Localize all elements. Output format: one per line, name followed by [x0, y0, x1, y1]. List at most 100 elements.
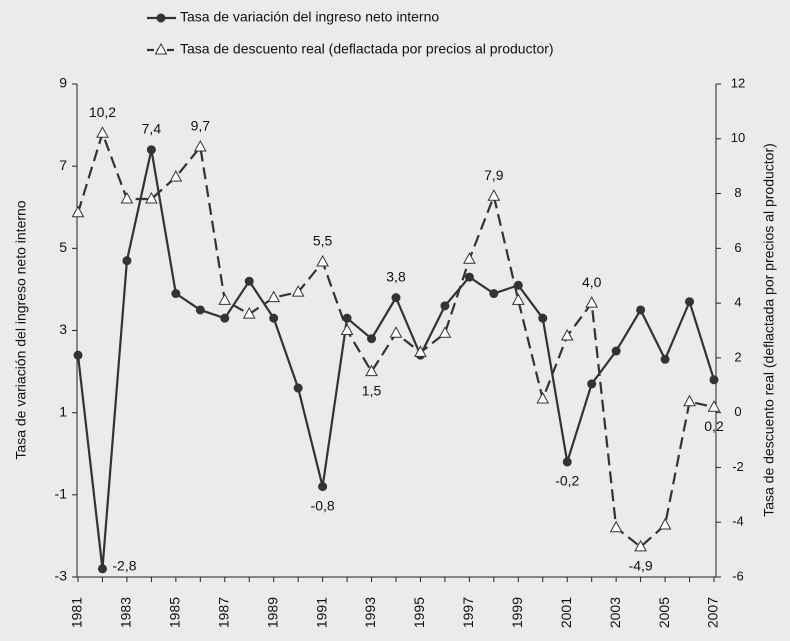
marker	[291, 285, 305, 297]
value-label: 3,8	[386, 268, 406, 284]
y-tick-label: 3	[59, 321, 67, 337]
marker	[146, 145, 156, 155]
marker	[96, 126, 109, 138]
x-tick-label: 1987	[215, 597, 231, 628]
marker	[340, 323, 354, 335]
value-label: -0,2	[555, 473, 579, 489]
marker	[464, 272, 474, 282]
marker	[220, 313, 230, 323]
value-label: 7,9	[484, 167, 504, 183]
y2-tick-label: -6	[732, 568, 744, 583]
marker	[634, 539, 647, 552]
marker	[218, 293, 232, 305]
x-tick-label: 2005	[656, 597, 672, 628]
legend-label: Tasa de variación del ingreso neto inter…	[180, 9, 439, 25]
marker	[120, 191, 134, 204]
marker	[195, 305, 205, 315]
y-tick-label: 7	[59, 157, 67, 173]
marker	[685, 297, 695, 307]
value-label: 5,5	[313, 233, 333, 249]
marker	[342, 313, 352, 323]
y2-axis-label: Tasa de descuento real (deflactada por p…	[761, 143, 777, 517]
marker	[414, 345, 427, 357]
x-tick-label: 1991	[313, 597, 329, 628]
y-tick-label: -1	[55, 486, 68, 502]
value-label: 1,5	[362, 382, 382, 398]
marker	[365, 364, 378, 377]
x-tick-label: 1993	[362, 597, 378, 628]
marker	[97, 564, 107, 574]
marker	[318, 482, 328, 492]
marker	[683, 394, 696, 407]
legend-label: Tasa de descuento real (deflactada por p…	[180, 41, 554, 57]
series-line	[76, 129, 715, 549]
marker	[709, 375, 719, 385]
marker	[145, 191, 158, 204]
marker	[122, 256, 132, 266]
value-label: -0,8	[311, 497, 335, 513]
marker	[244, 276, 254, 286]
marker	[367, 334, 377, 344]
y2-tick-label: 8	[734, 185, 741, 200]
y2-tick-label: -4	[732, 514, 744, 529]
marker	[538, 313, 548, 323]
x-tick-label: 1989	[264, 597, 280, 628]
marker	[267, 290, 281, 303]
x-tick-label: 2007	[705, 597, 721, 628]
y2-tick-label: 4	[734, 295, 741, 310]
y-tick-label: 1	[59, 403, 67, 419]
y-tick-label: 5	[59, 239, 67, 255]
marker	[636, 305, 646, 315]
y-tick-label: 9	[59, 75, 67, 91]
series-line	[76, 149, 716, 569]
value-label: 4,0	[582, 274, 602, 290]
x-tick-label: 2003	[607, 597, 623, 628]
x-tick-label: 1985	[167, 597, 183, 628]
marker	[609, 520, 623, 533]
marker	[707, 400, 721, 412]
marker	[171, 289, 181, 299]
x-tick-label: 1983	[118, 597, 134, 628]
marker	[660, 354, 670, 364]
value-label: 7,4	[142, 120, 162, 136]
marker	[193, 139, 207, 152]
marker	[562, 457, 572, 467]
marker	[73, 350, 83, 360]
x-tick-label: 1997	[460, 597, 476, 628]
y2-tick-label: 2	[734, 349, 741, 364]
y2-tick-label: -2	[732, 459, 744, 474]
y2-tick-label: 12	[731, 75, 745, 90]
value-label: -4,9	[629, 558, 653, 574]
marker	[71, 205, 85, 218]
x-tick-label: 1995	[411, 597, 427, 628]
y-tick-label: -3	[55, 568, 68, 584]
marker	[389, 326, 403, 338]
value-label: 0,2	[704, 418, 724, 434]
y2-tick-label: 0	[734, 404, 741, 419]
marker	[463, 252, 476, 264]
marker	[316, 254, 329, 267]
marker	[293, 383, 303, 393]
marker	[391, 293, 401, 303]
marker	[587, 379, 597, 389]
marker	[269, 313, 279, 323]
marker	[489, 289, 499, 299]
marker	[438, 326, 452, 338]
y2-tick-label: 10	[731, 130, 745, 145]
marker	[585, 296, 599, 308]
marker	[536, 391, 550, 404]
value-label: 9,7	[191, 118, 211, 134]
x-tick-label: 2001	[558, 597, 574, 628]
value-label: 10,2	[89, 104, 116, 120]
marker	[169, 170, 183, 182]
legend-marker	[156, 13, 166, 23]
marker	[658, 517, 672, 530]
marker	[511, 293, 525, 305]
value-label: -2,8	[112, 557, 136, 573]
x-tick-label: 1999	[509, 597, 525, 628]
marker	[242, 307, 256, 319]
marker	[611, 346, 621, 356]
y-axis-label: Tasa de variación del ingreso neto inter…	[13, 200, 29, 459]
